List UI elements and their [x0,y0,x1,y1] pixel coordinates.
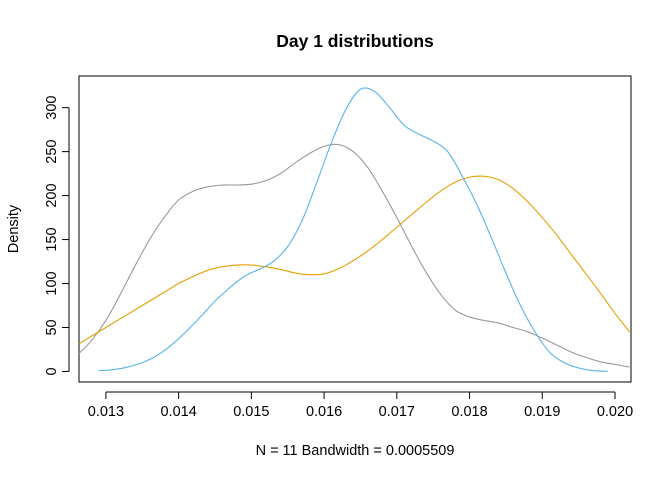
series-line-3 [98,87,608,372]
series-line-2 [79,175,630,345]
x-tick-label: 0.019 [524,404,560,420]
x-tick-label: 0.017 [379,404,415,420]
y-tick-label: 150 [44,227,60,251]
y-axis-label: Density [6,204,22,253]
y-tick-label: 100 [44,271,60,295]
x-tick-label: 0.020 [597,404,633,420]
y-tick-label: 300 [44,96,60,120]
y-axis: 0 50 100 150 200 250 300 [44,96,70,375]
y-tick-label: 0 [44,367,60,375]
y-tick-label: 250 [44,140,60,164]
y-tick-label: 200 [44,183,60,207]
x-tick-label: 0.013 [88,404,124,420]
series-layer [79,87,630,372]
x-axis-label: N = 11 Bandwidth = 0.0005509 [256,443,455,459]
x-tick-label: 0.014 [160,404,196,420]
x-tick-label: 0.018 [451,404,487,420]
series-line-1 [79,143,630,368]
y-tick-label: 50 [44,319,60,335]
x-axis: 0.013 0.014 0.015 0.016 0.017 0.018 0.019 0.020 [88,391,633,420]
chart-title: Day 1 distributions [276,31,434,51]
x-tick-label: 0.015 [233,404,269,420]
x-tick-label: 0.016 [306,404,342,420]
plot-area-frame [78,75,632,383]
